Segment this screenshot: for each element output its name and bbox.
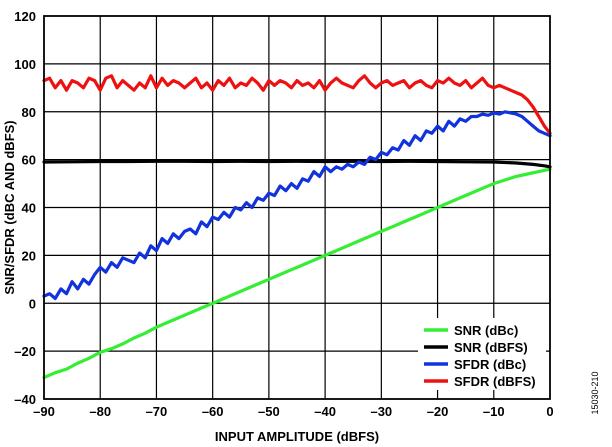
y-tick-label: 80	[22, 105, 36, 120]
figure-id: 15030-210	[590, 371, 600, 414]
legend-label: SFDR (dBc)	[454, 357, 526, 372]
y-tick-label: 0	[29, 296, 36, 311]
x-tick-label: –10	[483, 404, 505, 419]
x-axis-title: INPUT AMPLITUDE (dBFS)	[215, 429, 379, 444]
legend-label: SNR (dBc)	[454, 323, 518, 338]
x-tick-label: –80	[89, 404, 111, 419]
x-tick-label: –40	[314, 404, 336, 419]
legend-label: SNR (dBFS)	[454, 340, 528, 355]
y-axis-title: SNR/SFDR (dBC AND dBFS)	[2, 120, 17, 294]
y-tick-label: 40	[22, 201, 36, 216]
series-line-3	[42, 110, 552, 301]
y-tick-label: –20	[14, 344, 36, 359]
x-tick-labels: –90 –80 –70 –60 –50 –40 –30 –20 –10 0	[33, 404, 553, 419]
x-tick-label: –70	[146, 404, 168, 419]
legend-label: SFDR (dBFS)	[454, 374, 536, 389]
x-tick-label: –50	[258, 404, 280, 419]
y-tick-label: –40	[14, 392, 36, 407]
x-tick-label: –30	[370, 404, 392, 419]
y-tick-label: 100	[14, 57, 36, 72]
grid-lines	[44, 16, 550, 399]
series-line-2	[42, 159, 552, 169]
y-tick-label: 20	[22, 248, 36, 263]
series-group	[42, 74, 552, 380]
x-tick-label: 0	[546, 404, 553, 419]
series-line-1	[42, 167, 552, 380]
y-tick-labels: –40 –20 0 20 40 60 80 100 120	[14, 9, 36, 407]
x-tick-label: –90	[33, 404, 55, 419]
plot-frame	[43, 15, 551, 400]
y-tick-label: 60	[22, 153, 36, 168]
x-tick-label: –60	[202, 404, 224, 419]
y-tick-label: 120	[14, 9, 36, 24]
x-tick-label: –20	[427, 404, 449, 419]
series-line-4	[42, 74, 552, 135]
legend: SNR (dBc) SNR (dBFS) SFDR (dBc) SFDR (dBFS)	[418, 318, 546, 390]
